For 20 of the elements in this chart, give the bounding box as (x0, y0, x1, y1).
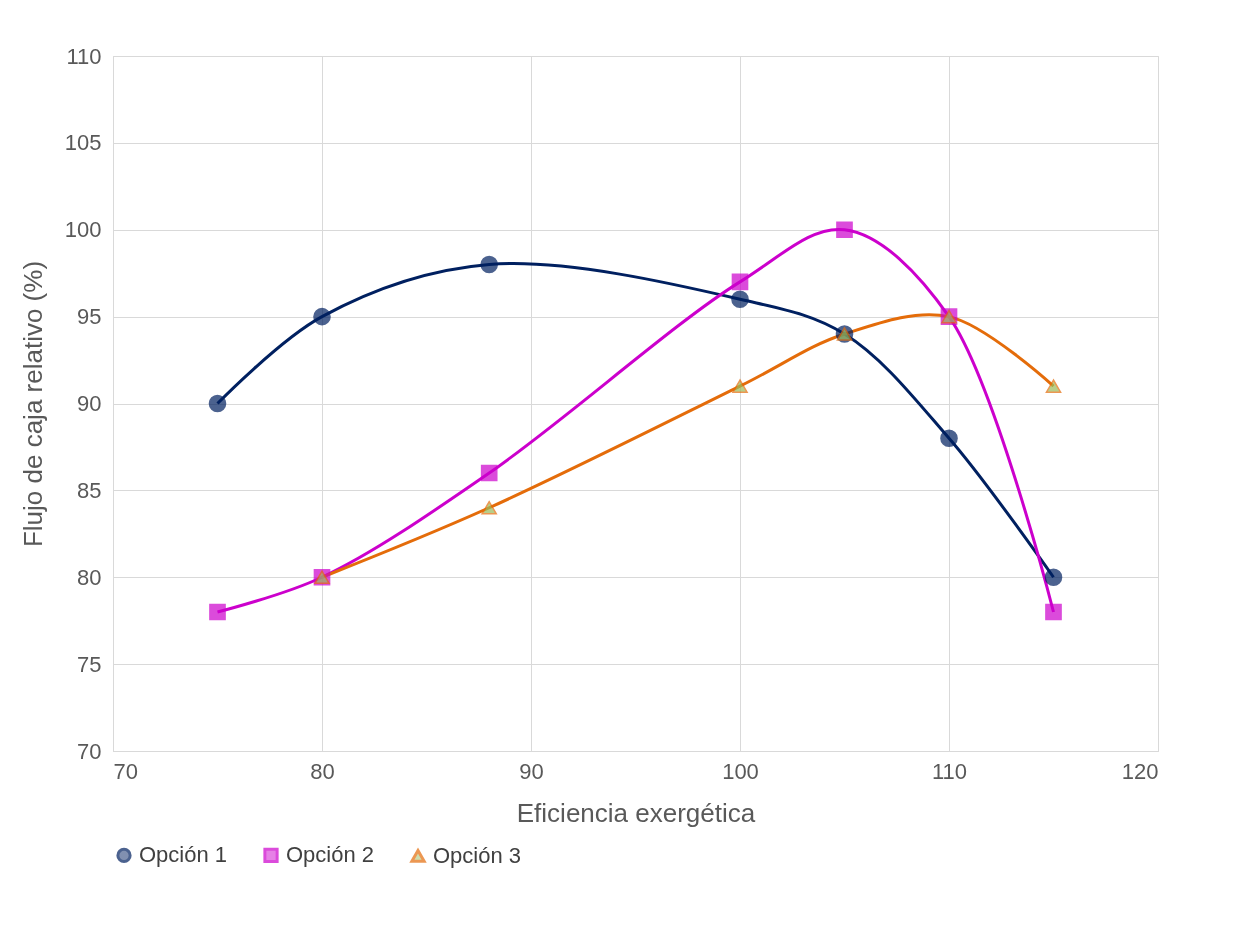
y-tick-label: 105 (64, 130, 102, 156)
x-tick-label: 120 (1121, 758, 1159, 784)
x-tick-label: 110 (931, 758, 968, 784)
y-tick-label: 75 (77, 651, 102, 677)
x-tick-label: 90 (519, 758, 544, 784)
x-axis-title: Eficiencia exergética (516, 797, 756, 828)
legend-label: Opción 2 (286, 842, 375, 868)
legend-label: Opción 3 (433, 842, 522, 868)
y-tick-label: 100 (64, 217, 102, 243)
x-tick-label: 80 (310, 758, 335, 784)
y-tick-label: 85 (77, 477, 102, 503)
y-tick-label: 80 (77, 564, 102, 590)
y-tick-label: 70 (77, 738, 102, 764)
y-tick-label: 110 (66, 43, 102, 69)
y-axis-title: Flujo de caja relativo (%) (17, 260, 48, 548)
x-tick-label: 100 (722, 758, 759, 784)
legend-label: Opción 1 (139, 842, 228, 868)
y-tick-label: 90 (77, 391, 102, 416)
x-tick-label: 70 (113, 758, 138, 784)
y-tick-label: 95 (77, 304, 102, 330)
